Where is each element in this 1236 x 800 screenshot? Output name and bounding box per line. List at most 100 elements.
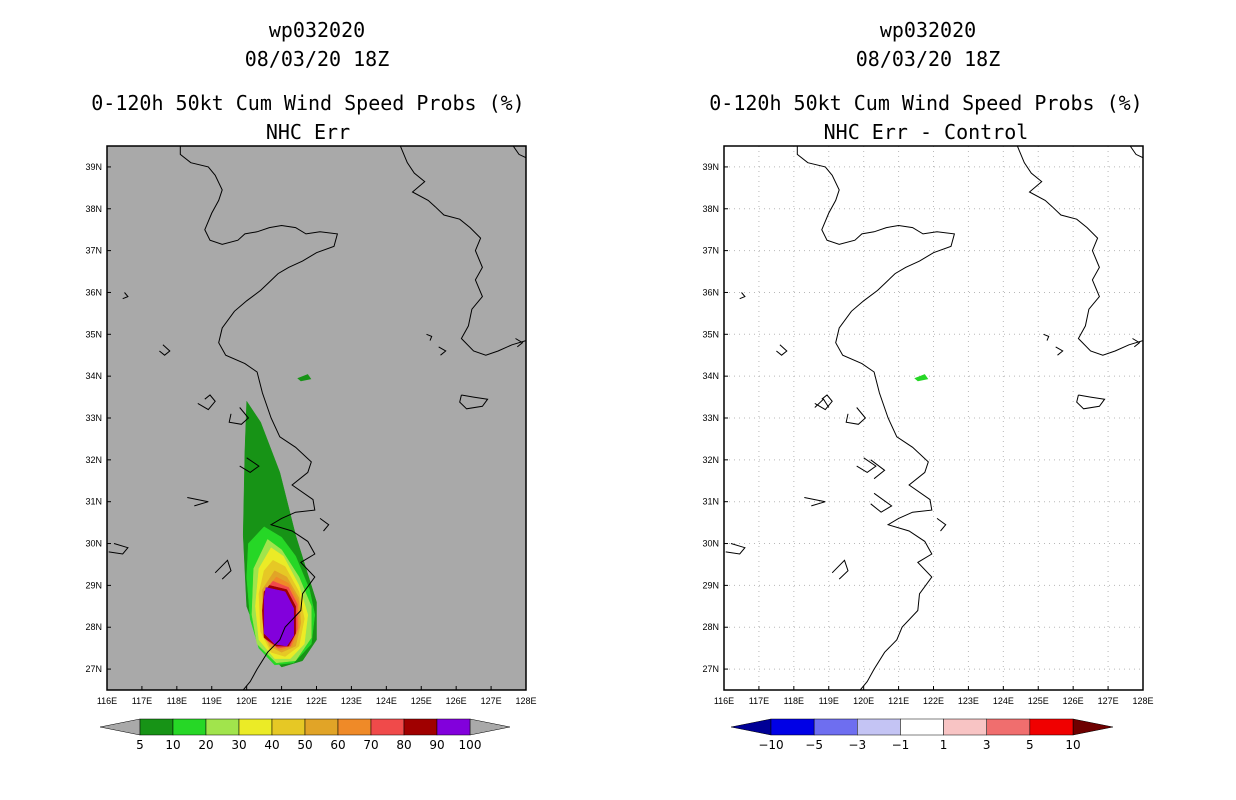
left-coast-segment [214,559,232,580]
right-subtitle: NHC Err - Control [824,120,1029,144]
x-tick-label: 120E [236,696,257,706]
colorbar-label: 5 [136,738,144,752]
y-tick-label: 39N [85,162,102,172]
left-storm-id: wp032020 [269,18,365,42]
y-tick-label: 28N [85,622,102,632]
right-coast-segment [739,292,746,300]
right-product-title: 0-120h 50kt Cum Wind Speed Probs (%) [709,91,1142,115]
y-tick-label: 38N [702,204,719,214]
right-coast-segment [870,492,893,513]
y-tick-label: 32N [85,455,102,465]
x-tick-label: 125E [411,696,432,706]
colorbar-label: −1 [892,738,910,752]
left-coast-segment [187,497,209,507]
x-tick-label: 126E [1063,696,1084,706]
right-coast-segment [870,459,886,480]
y-tick-label: 35N [702,329,719,339]
colorbar-swatch [304,718,339,736]
x-tick-label: 121E [271,696,292,706]
right-coast-segment [831,559,849,580]
right-coast-segment [936,517,947,532]
right-gridlines [724,146,1143,690]
x-tick-label: 124E [376,696,397,706]
colorbar-swatch [900,718,944,736]
colorbar-label: 50 [297,738,312,752]
colorbar-swatch [337,718,372,736]
y-tick-label: 30N [702,539,719,549]
right-coast-segment [814,398,830,408]
x-tick-label: 118E [784,696,804,706]
right-coast-segment [1043,333,1050,341]
x-tick-label: 126E [446,696,467,706]
left-x-axis: 116E 117E 118E 119E 120E 121E 122E 123E 124E 125E… [97,686,537,706]
left-coast-segment [122,292,129,300]
left-subtitle: NHC Err [266,120,350,144]
y-tick-label: 37N [702,246,719,256]
x-tick-label: 122E [923,696,944,706]
colorbar-extend-low [99,718,141,736]
right-difference-fills [914,374,929,382]
right-coast-segment [804,497,826,507]
left-coast-segment [228,407,250,425]
colorbar-label: −5 [805,738,823,752]
colorbar-label: 90 [429,738,444,752]
colorbar-label: 80 [396,738,411,752]
right-coast-segment [1055,346,1064,356]
left-small-prob-area [297,374,312,382]
left-y-axis: 27N 28N 29N 30N 31N 32N 33N 34N 35N 36N 37N 38N 39N [85,162,111,674]
y-tick-label: 34N [702,371,719,381]
right-coast-segment [725,543,746,555]
x-tick-label: 127E [1098,696,1119,706]
colorbar-extend-low [730,718,772,736]
x-tick-label: 127E [481,696,502,706]
colorbar-label: 70 [363,738,378,752]
y-tick-label: 31N [702,497,719,507]
right-coast-segment [1076,394,1106,410]
right-storm-id: wp032020 [880,18,976,42]
right-coast-segment [776,344,788,356]
left-probability-fills [242,374,317,668]
right-panel: wp032020 08/03/20 18Z 0-120h 50kt Cum Wi… [702,18,1153,752]
x-tick-label: 125E [1028,696,1049,706]
x-tick-label: 123E [341,696,362,706]
left-coast-segment [399,146,526,356]
left-coast-segment [459,394,489,410]
y-tick-label: 30N [85,539,102,549]
right-coastline [725,146,1143,690]
x-tick-label: 123E [958,696,979,706]
x-tick-label: 119E [819,696,839,706]
colorbar-swatch [172,718,207,736]
colorbar-label: 100 [459,738,482,752]
right-coast-segment [814,394,833,411]
y-tick-label: 39N [702,162,719,172]
colorbar-swatch [205,718,240,736]
left-coast-segment [179,146,339,690]
y-tick-label: 27N [85,664,102,674]
y-tick-label: 28N [702,622,719,632]
colorbar-label: 60 [330,738,345,752]
right-x-axis: 116E 117E 118E 119E 120E 121E 122E 123E 124E 125E… [714,686,1154,706]
left-coast-segment [239,457,260,473]
colorbar-label: 40 [264,738,279,752]
colorbar-label: 3 [983,738,991,752]
right-datetime: 08/03/20 18Z [856,47,1001,71]
left-coast-segment [108,543,129,555]
colorbar-label: 10 [1065,738,1080,752]
x-tick-label: 124E [993,696,1014,706]
colorbar-extend-high [1072,718,1114,736]
left-colorbar: 5 10 20 30 40 50 60 70 80 90 100 [99,718,511,752]
right-coast-segment [845,407,867,425]
right-coast-segment [856,457,877,473]
left-coast-segment [197,394,216,411]
colorbar-swatch [986,718,1031,736]
colorbar-swatch [403,718,438,736]
x-tick-label: 117E [132,696,152,706]
left-coast-segment [438,346,447,356]
colorbar-label: 1 [940,738,948,752]
right-coast-segment [1132,338,1141,348]
colorbar-swatch [370,718,405,736]
colorbar-swatch [139,718,174,736]
y-tick-label: 33N [85,413,102,423]
colorbar-label: −10 [758,738,783,752]
